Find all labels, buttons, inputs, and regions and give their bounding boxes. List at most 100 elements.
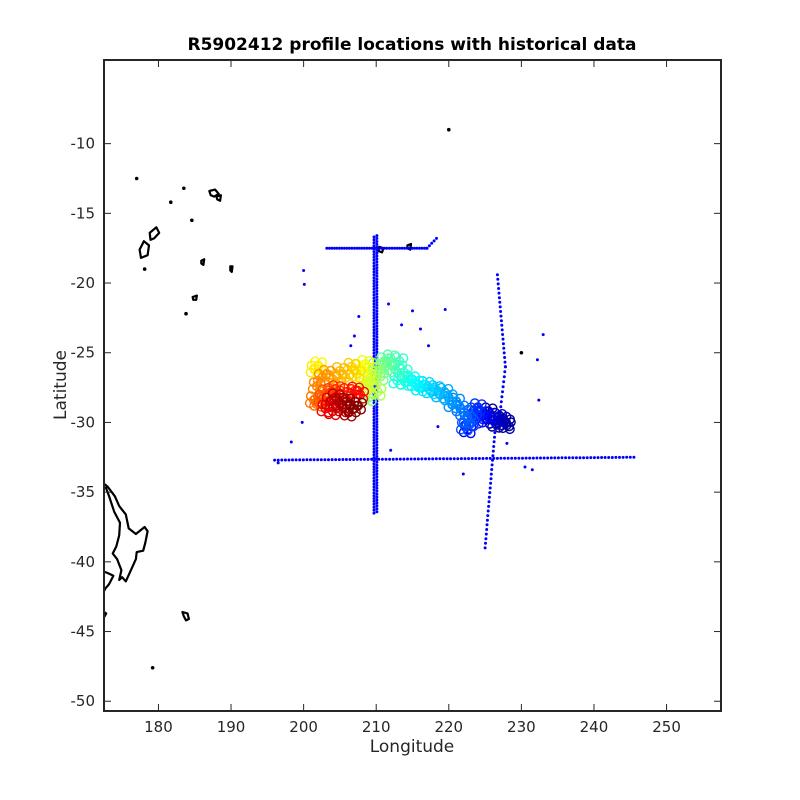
historical-point xyxy=(463,457,467,461)
profile-point xyxy=(398,353,409,363)
historical-point xyxy=(341,458,345,461)
historical-point xyxy=(372,250,376,254)
historical-point xyxy=(349,344,353,348)
historical-point xyxy=(372,340,376,344)
historical-point xyxy=(372,282,376,285)
historical-point xyxy=(372,401,376,405)
historical-point xyxy=(549,456,553,460)
island-point xyxy=(184,311,188,316)
historical-point xyxy=(596,456,600,460)
historical-point xyxy=(375,286,379,290)
historical-point xyxy=(370,457,374,461)
x-tick-label: 190 xyxy=(217,718,246,736)
historical-point xyxy=(375,271,379,275)
historical-point xyxy=(375,237,379,240)
historical-point xyxy=(571,456,575,460)
historical-point xyxy=(424,457,427,461)
historical-point xyxy=(352,246,356,250)
historical-point xyxy=(500,323,504,327)
historical-point xyxy=(413,457,417,461)
historical-point xyxy=(502,380,506,384)
historical-point xyxy=(542,456,546,460)
historical-point xyxy=(495,273,499,277)
historical-point xyxy=(372,436,376,439)
island-point xyxy=(446,127,451,132)
historical-point xyxy=(531,456,535,460)
historical-point xyxy=(375,344,379,348)
historical-point xyxy=(372,497,376,500)
historical-point xyxy=(375,298,379,302)
historical-point xyxy=(384,457,388,461)
coastline xyxy=(191,294,198,301)
historical-point xyxy=(375,327,379,331)
historical-point xyxy=(365,246,369,250)
historical-point xyxy=(375,295,379,299)
historical-point xyxy=(582,456,586,460)
historical-point xyxy=(474,457,478,460)
historical-point xyxy=(372,450,376,454)
historical-point xyxy=(372,343,376,346)
historical-point xyxy=(347,246,351,250)
historical-point xyxy=(375,277,379,281)
y-tick-label: -20 xyxy=(71,274,96,292)
historical-point xyxy=(398,246,401,250)
historical-point xyxy=(372,305,376,309)
coastline xyxy=(208,188,220,198)
historical-point xyxy=(372,482,376,486)
historical-point xyxy=(501,342,505,346)
historical-point xyxy=(372,444,376,448)
historical-point xyxy=(372,485,376,489)
historical-point xyxy=(372,334,376,338)
historical-point xyxy=(372,499,376,503)
historical-point xyxy=(372,238,376,242)
historical-point xyxy=(375,425,379,429)
historical-point xyxy=(592,456,596,460)
historical-point xyxy=(388,246,391,250)
profile-point xyxy=(458,407,469,418)
historical-point xyxy=(564,456,568,460)
historical-point xyxy=(355,246,359,250)
historical-point xyxy=(372,441,376,445)
historical-point xyxy=(506,456,510,460)
historical-point xyxy=(340,246,344,250)
historical-point xyxy=(528,456,532,460)
historical-point xyxy=(372,314,376,317)
profile-point xyxy=(459,400,470,411)
profile-point xyxy=(424,376,435,387)
historical-point xyxy=(375,452,379,455)
island-point xyxy=(142,267,147,271)
historical-point xyxy=(372,511,376,515)
historical-point xyxy=(372,241,376,245)
profile-point xyxy=(344,369,355,380)
historical-point xyxy=(405,246,409,250)
historical-point xyxy=(499,310,503,313)
historical-point xyxy=(483,546,487,550)
historical-point xyxy=(375,234,379,238)
historical-point xyxy=(535,358,539,362)
historical-point xyxy=(499,405,503,409)
historical-point xyxy=(400,246,404,250)
historical-point xyxy=(332,246,336,250)
historical-point xyxy=(366,457,370,461)
historical-point xyxy=(556,456,560,460)
historical-point xyxy=(452,457,456,461)
historical-point xyxy=(375,280,379,284)
historical-point xyxy=(375,460,379,464)
historical-point xyxy=(425,246,429,250)
historical-point xyxy=(400,323,404,327)
historical-point xyxy=(372,453,376,457)
historical-point xyxy=(372,430,376,434)
historical-point xyxy=(484,541,487,545)
historical-point xyxy=(372,418,376,422)
historical-point xyxy=(375,324,379,328)
profile-point xyxy=(354,372,365,383)
historical-point xyxy=(503,370,507,374)
historical-point xyxy=(438,457,442,461)
historical-point xyxy=(375,469,379,473)
historical-point xyxy=(485,456,489,460)
historical-point xyxy=(497,296,501,300)
historical-point xyxy=(484,537,488,541)
x-tick-label: 210 xyxy=(362,718,391,736)
historical-point xyxy=(553,456,557,460)
